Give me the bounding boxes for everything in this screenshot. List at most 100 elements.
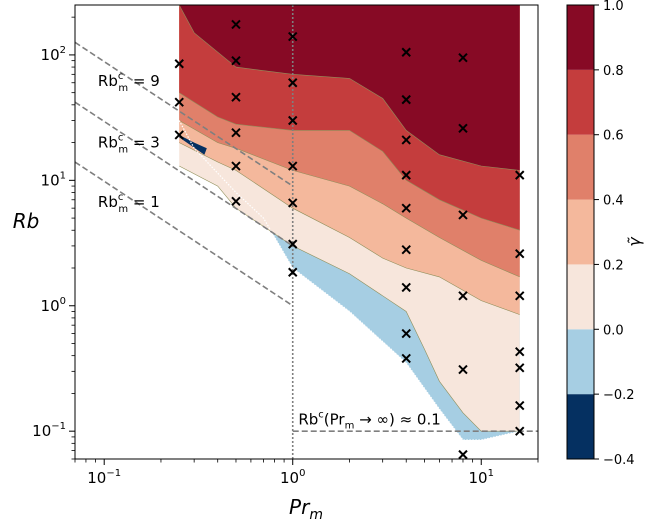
marker-stroke — [401, 353, 411, 364]
colorbar-frame — [566, 4, 595, 460]
data-point-marker — [231, 92, 241, 102]
colorbar-label: γ̃ — [625, 236, 644, 247]
data-point-marker — [288, 161, 298, 171]
data-point-marker — [288, 267, 298, 277]
label-main: Rb — [98, 134, 118, 152]
contour-line-level-0.8 — [178, 5, 520, 171]
marker-stroke — [288, 239, 298, 249]
tick-base: 10 — [41, 297, 60, 315]
contour-line-level-0.4 — [179, 120, 520, 278]
tick-base: 10 — [41, 171, 60, 189]
marker-stroke — [458, 364, 468, 375]
label-rest: = 9 — [128, 72, 160, 90]
colorbar: −0.4 −0.2 0.0 0.2 0.4 0.6 0.8 1.0 — [566, 0, 635, 468]
dashed-line-2 — [75, 101, 294, 247]
data-point-marker — [288, 31, 298, 42]
asym-mid: (Pr — [324, 411, 346, 429]
colorbar-segment — [567, 134, 594, 200]
colorbar-segment — [567, 69, 594, 135]
colorbar-tick-label: 0.2 — [603, 258, 624, 273]
x-tick-label: 10−1 — [87, 468, 121, 487]
data-point-marker — [458, 52, 468, 63]
colorbar-segment — [567, 394, 594, 459]
tick-exp: 0 — [299, 468, 305, 479]
colorbar-tick-label: 0.8 — [603, 64, 624, 79]
data-point-marker — [515, 291, 525, 301]
data-point-marker — [401, 135, 411, 145]
y-tick-label: 100 — [41, 296, 66, 315]
data-point-marker — [401, 94, 411, 105]
marker-stroke — [458, 52, 468, 63]
colorbar-segment — [567, 264, 594, 330]
data-point-marker — [515, 400, 525, 411]
asymptote-label: Rbc(Prm → ∞) ≈ 0.1 — [298, 410, 440, 432]
marker-stroke — [515, 426, 525, 436]
data-point-marker — [231, 19, 241, 30]
data-point-marker — [515, 363, 525, 373]
colorbar-segment — [567, 329, 594, 395]
data-point-marker — [401, 203, 411, 213]
marker-stroke — [515, 363, 525, 373]
marker-stroke — [174, 59, 184, 69]
marker-stroke — [515, 291, 525, 301]
label-main: Rb — [98, 193, 118, 211]
marker-stroke — [401, 135, 411, 145]
marker-stroke — [401, 328, 411, 339]
data-point-marker — [288, 115, 298, 126]
asym-sub: m — [345, 421, 355, 432]
tick-base: 10 — [32, 422, 51, 440]
marker-stroke — [288, 31, 298, 42]
x-tick-label: 100 — [280, 468, 305, 487]
tick-exp: −1 — [51, 421, 66, 432]
data-point-marker — [174, 97, 184, 107]
asym-sup: c — [318, 410, 324, 421]
marker-stroke — [174, 130, 184, 140]
label-sub: m — [118, 83, 128, 94]
marker-stroke — [401, 203, 411, 213]
data-point-marker — [515, 248, 525, 259]
data-point-marker — [288, 78, 298, 88]
label-sub: m — [118, 145, 128, 156]
dashed-line-1 — [75, 41, 294, 187]
marker-stroke — [401, 94, 411, 105]
colorbar-segment — [567, 5, 594, 70]
tick-exp: 1 — [60, 170, 66, 181]
y-tick-label: 10−1 — [32, 421, 66, 440]
marker-stroke — [401, 244, 411, 255]
data-point-marker — [288, 198, 298, 208]
data-point-marker — [231, 196, 241, 207]
marker-stroke — [288, 78, 298, 88]
marker-stroke — [288, 198, 298, 208]
dashed-line-label-1: Rbc m = 9 — [98, 71, 160, 94]
data-point-marker — [174, 59, 184, 69]
marker-stroke — [231, 92, 241, 102]
data-point-marker — [401, 328, 411, 339]
contour-line-level-0.6 — [179, 92, 520, 231]
data-point-marker — [458, 210, 468, 220]
colorbar-tick-label: −0.2 — [603, 388, 635, 403]
colorbar-tick-label: 1.0 — [603, 0, 624, 14]
contour-edge — [178, 120, 520, 441]
data-point-marker — [515, 170, 525, 180]
marker-stroke — [515, 170, 525, 180]
data-point-marker — [231, 127, 241, 138]
label-rest: = 3 — [128, 134, 160, 152]
data-point-marker — [231, 161, 241, 171]
marker-stroke — [515, 400, 525, 411]
tick-base: 10 — [280, 469, 299, 487]
data-point-marker — [458, 364, 468, 375]
tick-exp: 2 — [60, 45, 66, 56]
tick-base: 10 — [87, 469, 106, 487]
marker-stroke — [231, 19, 241, 30]
data-point-marker — [515, 347, 525, 357]
marker-stroke — [458, 449, 468, 459]
x-tick-label: 101 — [469, 468, 494, 487]
label-main: Rb — [98, 72, 118, 90]
tick-exp: 1 — [488, 468, 494, 479]
marker-stroke — [231, 196, 241, 207]
marker-stroke — [174, 97, 184, 107]
dashed-line-3 — [75, 161, 294, 307]
marker-stroke — [288, 267, 298, 277]
marker-stroke — [231, 161, 241, 171]
